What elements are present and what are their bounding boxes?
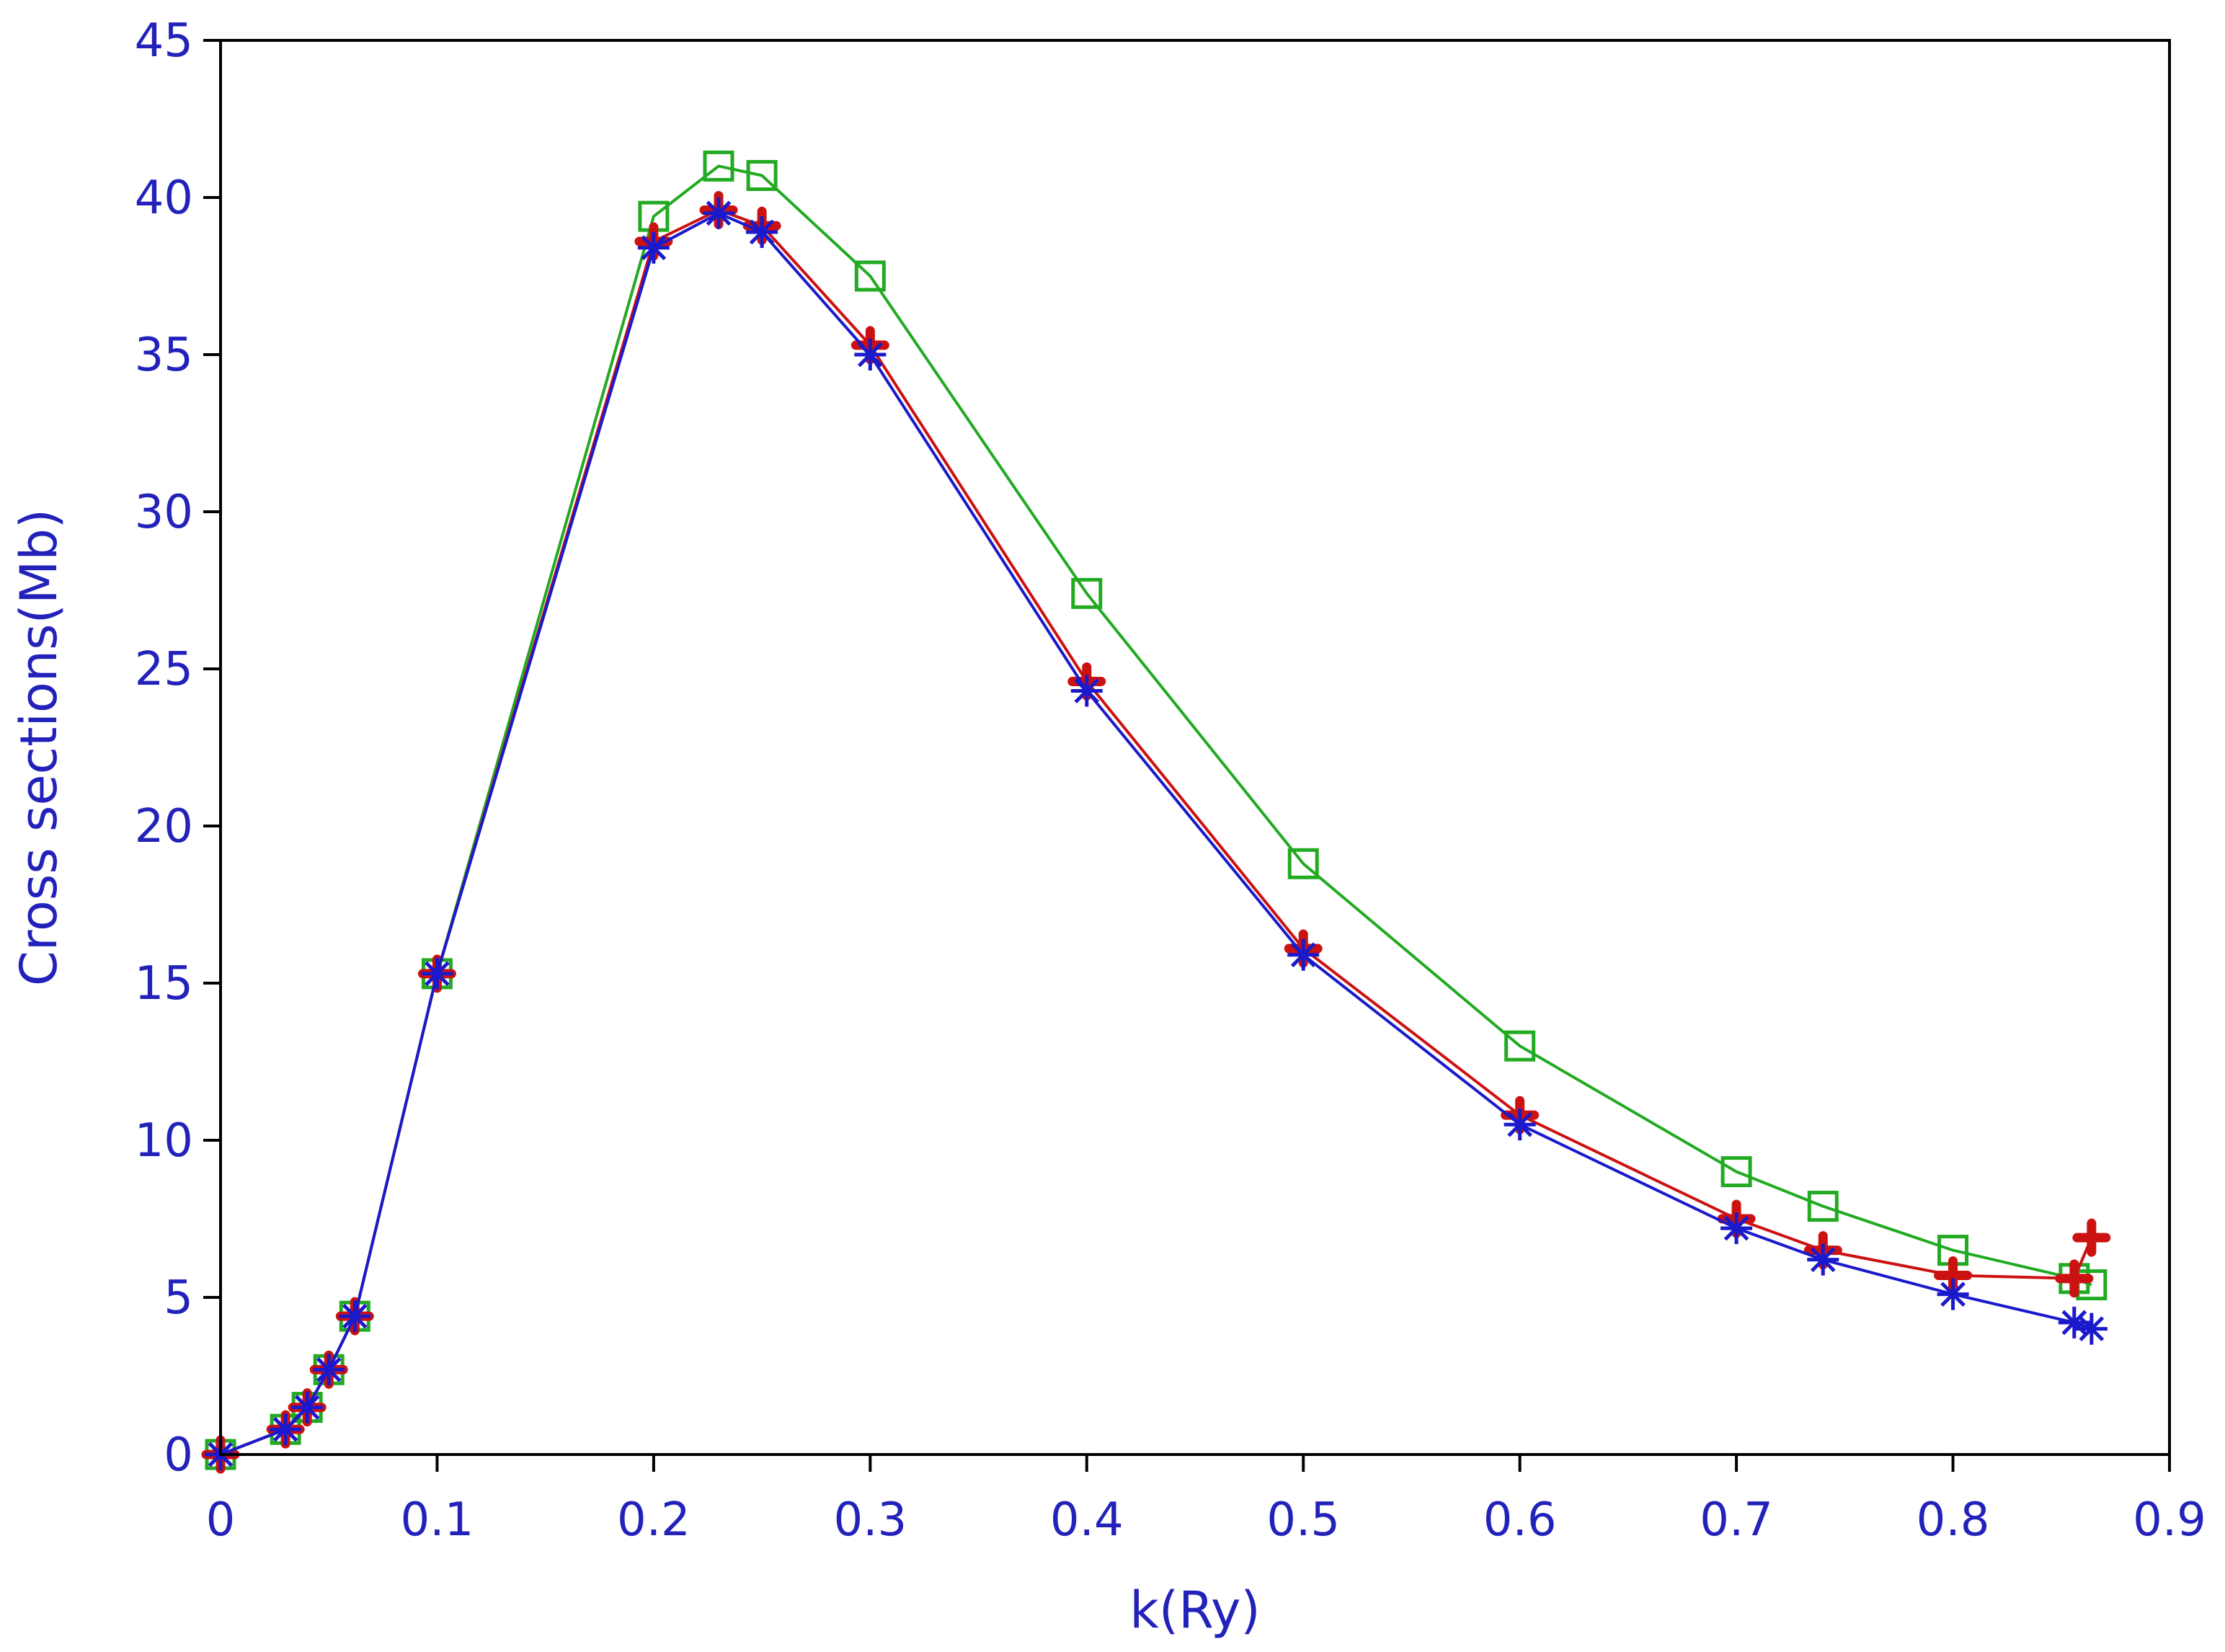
x-tick-label: 0.3 [833, 1493, 907, 1547]
x-tick-label: 0.2 [617, 1493, 690, 1547]
data-point-asterisk [1937, 1278, 1969, 1310]
y-tick-label: 5 [164, 1271, 193, 1325]
y-tick-label: 30 [135, 486, 193, 539]
x-axis-label: k(Ry) [1129, 1581, 1260, 1640]
data-point-square [1287, 848, 1319, 879]
data-point-asterisk [1504, 1109, 1536, 1141]
data-point-asterisk [339, 1300, 371, 1333]
data-point-square [854, 260, 886, 292]
data-point-asterisk [637, 231, 670, 264]
x-tick-label: 0.4 [1050, 1493, 1124, 1547]
data-point-asterisk [2058, 1306, 2090, 1338]
y-tick-label: 0 [164, 1429, 193, 1482]
data-point-asterisk [421, 957, 453, 990]
data-point-asterisk [313, 1354, 345, 1386]
y-tick-label: 25 [135, 643, 193, 696]
series-layer [201, 150, 2111, 1474]
series-line-asterisk [220, 211, 2092, 1456]
data-point-asterisk [854, 339, 887, 370]
y-tick-label: 20 [135, 800, 193, 853]
y-tick-label: 45 [135, 14, 193, 68]
data-point-asterisk [270, 1413, 302, 1446]
data-point-square [746, 159, 778, 191]
data-point-asterisk [703, 197, 735, 229]
x-tick-label: 0.9 [2133, 1493, 2206, 1547]
x-tick-label: 0.6 [1483, 1493, 1557, 1547]
y-tick-label: 40 [135, 172, 193, 225]
data-point-square [1807, 1191, 1839, 1222]
data-point-square [1071, 577, 1103, 609]
data-point-asterisk [1287, 938, 1320, 971]
x-tick-label: 0.7 [1700, 1493, 1773, 1547]
data-point-asterisk [1807, 1243, 1839, 1276]
data-point-square [1720, 1156, 1752, 1188]
y-tick-label: 35 [135, 329, 193, 382]
data-point-asterisk [2075, 1313, 2108, 1345]
x-tick-label: 0.1 [401, 1493, 474, 1547]
x-tick-label: 0.5 [1266, 1493, 1340, 1547]
data-point-plus [2055, 1259, 2094, 1298]
ticks-layer: 0 0.1 0.2 0.3 0.4 0.5 0.6 0.7 0.8 0.9 0 5 10 15 20 25 30… [135, 14, 2206, 1547]
y-tick-label: 10 [135, 1114, 193, 1168]
data-point-asterisk [1720, 1212, 1753, 1245]
y-axis-label: Cross sections(Mb) [9, 509, 68, 986]
y-tick-label: 15 [135, 957, 193, 1011]
data-point-plus [2072, 1218, 2111, 1257]
plot-area-frame [219, 39, 2171, 1456]
data-point-asterisk [291, 1391, 324, 1424]
data-point-square [703, 150, 734, 182]
data-point-asterisk [746, 216, 778, 248]
data-point-asterisk [1070, 675, 1103, 707]
x-tick-label: 0 [206, 1493, 236, 1547]
x-tick-label: 0.8 [1917, 1493, 1990, 1547]
data-point-square [1504, 1030, 1536, 1062]
